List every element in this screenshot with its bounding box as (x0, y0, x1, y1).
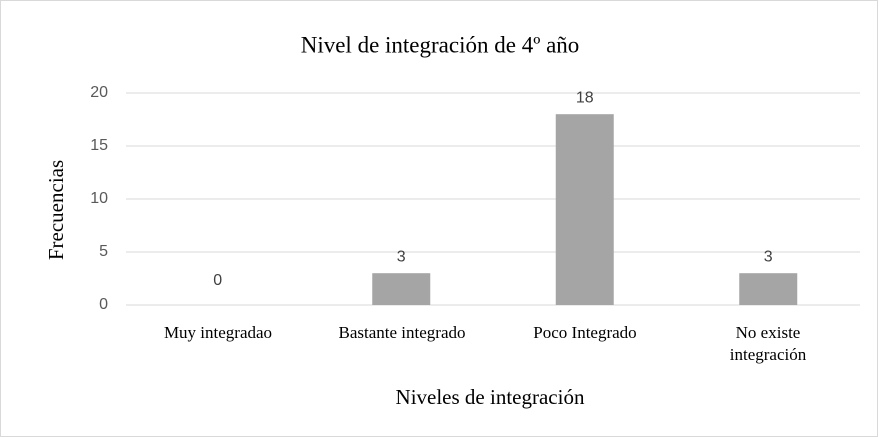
bar (739, 273, 798, 305)
x-tick-label: Muy integradao (163, 323, 273, 342)
y-tick-label: 15 (90, 137, 108, 154)
y-tick-label: 5 (99, 243, 108, 260)
y-axis-label: Frecuencias (44, 160, 68, 260)
data-label: 18 (576, 89, 594, 106)
x-tick-label: Poco Integrado (533, 323, 637, 342)
y-tick-label: 0 (99, 296, 108, 313)
bar (372, 273, 431, 305)
x-axis-label: Niveles de integración (396, 385, 585, 409)
data-label: 3 (764, 248, 773, 265)
chart-title: Nivel de integración de 4º año (301, 32, 580, 57)
y-tick-label: 10 (90, 190, 108, 207)
data-label: 3 (397, 248, 406, 265)
x-tick-label: No existe integración (729, 323, 807, 364)
data-label: 0 (213, 272, 222, 289)
x-tick-label: Bastante integrado (338, 323, 466, 342)
bar (555, 114, 614, 305)
y-tick-label: 20 (90, 84, 108, 101)
